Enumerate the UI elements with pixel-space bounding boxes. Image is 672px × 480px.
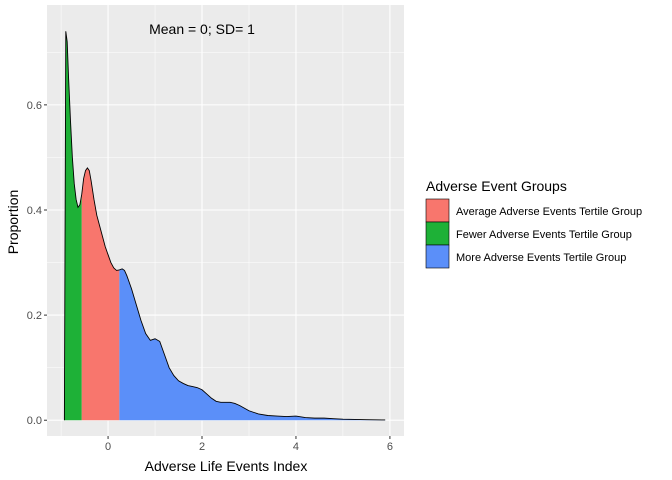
x-axis-title: Adverse Life Events Index [145, 458, 308, 474]
y-tick-label: 0.4 [27, 205, 42, 217]
legend-key-average [425, 198, 450, 223]
area-series [64, 31, 82, 421]
x-tick-label: 0 [105, 441, 111, 453]
y-tick-label: 0.6 [27, 100, 42, 112]
x-tick-label: 4 [293, 441, 299, 453]
legend-label-more: More Adverse Events Tertile Group [456, 252, 626, 264]
legend-item: More Adverse Events Tertile Group [425, 244, 626, 269]
legend-title: Adverse Event Groups [426, 178, 567, 194]
area-series [81, 167, 120, 421]
legend-key-more [425, 244, 450, 269]
legend-key-fewer [425, 221, 450, 246]
legend-item: Average Adverse Events Tertile Group [425, 198, 642, 223]
y-axis-ticks: 0.0 0.2 0.4 0.6 [27, 100, 47, 427]
y-tick-label: 0.2 [27, 310, 42, 322]
density-outline [63, 31, 386, 421]
y-axis-title: Proportion [5, 190, 21, 255]
legend-label-fewer: Fewer Adverse Events Tertile Group [456, 229, 632, 241]
legend: Adverse Event Groups Average Adverse Eve… [425, 178, 642, 269]
legend-item: Fewer Adverse Events Tertile Group [425, 221, 632, 246]
legend-label-average: Average Adverse Events Tertile Group [456, 206, 642, 218]
area-series [119, 268, 386, 421]
chart-annotation: Mean = 0; SD= 1 [149, 21, 255, 37]
major-gridlines [47, 5, 404, 436]
x-axis-ticks: 0 2 4 6 [105, 436, 393, 453]
minor-gridlines [47, 5, 404, 436]
x-tick-label: 6 [387, 441, 393, 453]
y-tick-label: 0.0 [27, 415, 42, 427]
density-areas [64, 31, 386, 421]
x-tick-label: 2 [199, 441, 205, 453]
